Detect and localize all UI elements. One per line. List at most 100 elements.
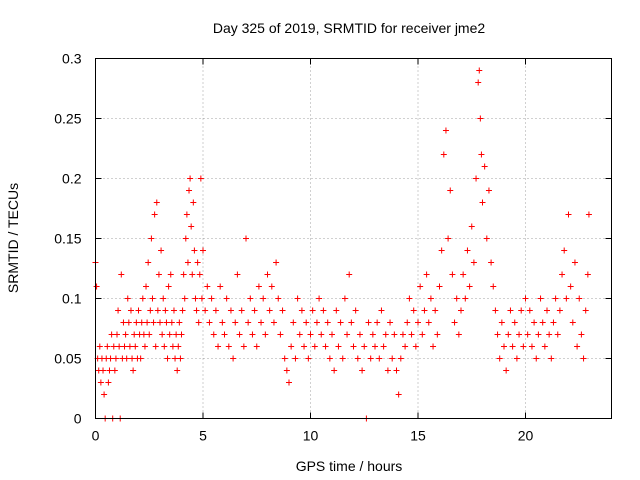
data-point bbox=[260, 295, 267, 302]
data-point bbox=[97, 379, 104, 386]
data-point bbox=[348, 319, 355, 326]
data-point bbox=[432, 307, 439, 314]
data-point bbox=[341, 295, 348, 302]
data-point bbox=[215, 343, 222, 350]
data-point bbox=[298, 307, 305, 314]
data-point bbox=[561, 247, 568, 254]
data-point bbox=[186, 187, 193, 194]
data-point bbox=[563, 295, 570, 302]
data-point bbox=[191, 247, 198, 254]
x-tick-label: 15 bbox=[410, 428, 426, 444]
data-point bbox=[131, 331, 138, 338]
data-point bbox=[225, 343, 232, 350]
data-point bbox=[492, 307, 499, 314]
data-point bbox=[478, 151, 485, 158]
data-point bbox=[175, 343, 182, 350]
data-point bbox=[544, 307, 550, 314]
data-point bbox=[354, 355, 361, 362]
data-point bbox=[460, 271, 467, 278]
data-point bbox=[223, 295, 230, 302]
data-point bbox=[132, 343, 139, 350]
data-point bbox=[496, 355, 503, 362]
data-point bbox=[520, 343, 527, 350]
data-point bbox=[232, 319, 239, 326]
data-point bbox=[303, 319, 310, 326]
data-point bbox=[550, 319, 557, 326]
data-point bbox=[445, 235, 452, 242]
data-point bbox=[556, 307, 563, 314]
data-point bbox=[350, 343, 357, 350]
data-point bbox=[208, 295, 215, 302]
y-tick-label: 0.1 bbox=[62, 291, 82, 307]
x-axis-label: GPS time / hours bbox=[296, 458, 403, 474]
y-tick-label: 0.15 bbox=[54, 231, 81, 247]
data-point bbox=[580, 355, 587, 362]
data-point bbox=[212, 307, 219, 314]
data-point bbox=[190, 199, 197, 206]
data-point bbox=[490, 283, 497, 290]
data-point bbox=[329, 331, 335, 338]
y-tick-label: 0.3 bbox=[62, 51, 82, 67]
data-point bbox=[290, 319, 297, 326]
data-point bbox=[384, 367, 391, 374]
data-point bbox=[108, 331, 115, 338]
data-point bbox=[281, 355, 288, 362]
data-point bbox=[331, 367, 338, 374]
data-point bbox=[578, 331, 585, 338]
data-point bbox=[313, 319, 320, 326]
data-point bbox=[249, 331, 256, 338]
data-point bbox=[309, 307, 316, 314]
data-point bbox=[118, 271, 125, 278]
data-point bbox=[434, 331, 441, 338]
data-point bbox=[546, 331, 553, 338]
data-point bbox=[167, 271, 174, 278]
data-point bbox=[115, 307, 122, 314]
data-point bbox=[477, 115, 484, 122]
data-point bbox=[374, 319, 381, 326]
data-point bbox=[145, 259, 152, 266]
data-point bbox=[150, 319, 157, 326]
data-point bbox=[537, 295, 544, 302]
data-point bbox=[157, 319, 163, 326]
data-point bbox=[255, 283, 262, 290]
data-point bbox=[425, 319, 432, 326]
data-point bbox=[442, 127, 449, 134]
data-point bbox=[125, 319, 132, 326]
data-point bbox=[539, 319, 546, 326]
data-point bbox=[234, 271, 241, 278]
data-point bbox=[541, 343, 548, 350]
data-point bbox=[110, 343, 117, 350]
y-tick-label: 0.2 bbox=[62, 171, 82, 187]
data-point bbox=[449, 271, 456, 278]
data-point bbox=[419, 331, 426, 338]
data-point bbox=[554, 331, 561, 338]
data-point bbox=[133, 319, 140, 326]
data-point bbox=[180, 271, 187, 278]
data-point bbox=[316, 295, 323, 302]
data-point bbox=[112, 355, 119, 362]
x-tick-label: 10 bbox=[303, 428, 319, 444]
data-point bbox=[116, 343, 123, 350]
data-point bbox=[114, 331, 120, 338]
data-point bbox=[481, 163, 488, 170]
data-point bbox=[531, 319, 538, 326]
data-point bbox=[202, 307, 209, 314]
data-point bbox=[333, 307, 340, 314]
data-point bbox=[138, 319, 145, 326]
data-point bbox=[153, 199, 160, 206]
data-point bbox=[96, 343, 103, 350]
data-point bbox=[188, 223, 195, 230]
data-point bbox=[161, 343, 168, 350]
data-point bbox=[311, 343, 318, 350]
data-point bbox=[440, 151, 447, 158]
data-point bbox=[174, 367, 181, 374]
data-point bbox=[466, 283, 473, 290]
data-point bbox=[559, 271, 566, 278]
data-point bbox=[511, 319, 518, 326]
data-point bbox=[107, 355, 114, 362]
data-point bbox=[283, 367, 290, 374]
data-point bbox=[126, 343, 133, 350]
data-point bbox=[270, 319, 277, 326]
data-point bbox=[339, 355, 346, 362]
data-point bbox=[148, 235, 155, 242]
